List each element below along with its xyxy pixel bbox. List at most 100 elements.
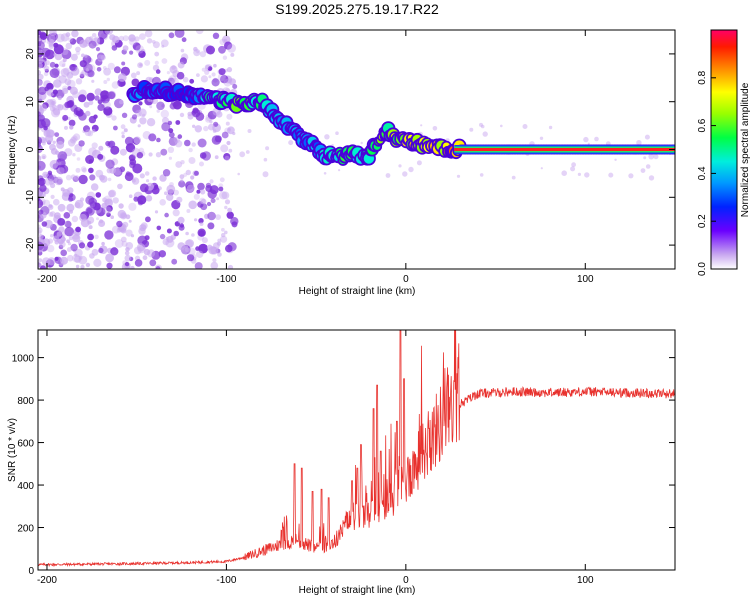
noise-blob: [66, 71, 74, 79]
noise-blob: [121, 131, 125, 135]
noise-blob: [204, 64, 210, 70]
noise-blob: [87, 241, 94, 248]
noise-blob: [69, 125, 74, 130]
noise-blob: [38, 227, 43, 234]
noise-blob: [84, 54, 88, 58]
noise-blob: [86, 92, 95, 102]
noise-blob: [94, 234, 99, 240]
y-tick-label: 200: [17, 524, 34, 535]
noise-blob: [58, 239, 64, 245]
noise-blob: [173, 230, 179, 237]
noise-blob: [155, 69, 161, 74]
noise-blob: [85, 262, 91, 268]
noise-blob: [614, 158, 617, 161]
noise-blob: [71, 135, 78, 142]
noise-blob: [51, 108, 60, 118]
noise-blob: [584, 172, 590, 178]
noise-blob: [83, 125, 90, 133]
noise-blob: [62, 58, 67, 63]
noise-blob: [99, 175, 108, 183]
noise-blob: [180, 160, 185, 165]
noise-blob: [103, 106, 113, 116]
noise-blob: [200, 75, 208, 83]
snr-series-line: [38, 330, 675, 568]
noise-blob: [195, 112, 205, 121]
noise-blob: [134, 36, 140, 42]
noise-blob: [87, 70, 95, 78]
noise-blob: [56, 231, 62, 237]
noise-blob: [193, 49, 201, 57]
noise-blob: [117, 183, 123, 190]
noise-blob: [201, 237, 208, 244]
noise-blob: [116, 220, 123, 228]
noise-blob: [81, 53, 85, 58]
noise-blob: [137, 200, 144, 206]
noise-blob: [49, 211, 56, 217]
noise-blob: [176, 71, 185, 80]
spectrogram-x-label: Height of straight line (km): [299, 286, 416, 297]
noise-blob: [49, 61, 56, 68]
noise-blob: [66, 203, 75, 212]
noise-blob: [38, 62, 43, 69]
noise-blob: [263, 157, 268, 162]
noise-blob: [94, 95, 100, 101]
noise-blob: [38, 144, 43, 154]
snr-frame: [37, 329, 676, 571]
noise-blob: [570, 166, 576, 172]
noise-blob: [648, 153, 655, 160]
x-tick-label: -200: [37, 575, 57, 586]
noise-blob: [265, 146, 270, 151]
noise-blob: [38, 198, 44, 209]
noise-blob: [58, 244, 64, 250]
noise-blob: [38, 262, 42, 267]
noise-blob: [58, 161, 62, 165]
noise-blob: [88, 167, 94, 174]
noise-blob: [119, 99, 124, 105]
noise-blob: [224, 155, 230, 161]
noise-blob: [58, 75, 67, 84]
noise-blob: [65, 32, 71, 38]
noise-blob: [203, 125, 209, 132]
noise-blob: [223, 153, 231, 161]
noise-blob: [121, 134, 125, 139]
noise-blob: [78, 140, 85, 147]
noise-blob: [140, 222, 148, 230]
noise-blob: [179, 112, 185, 118]
noise-blob: [218, 45, 226, 54]
noise-blob: [38, 177, 46, 186]
noise-blob: [67, 187, 74, 194]
noise-blob: [87, 130, 94, 137]
noise-blob: [200, 198, 207, 205]
noise-blob: [162, 169, 171, 177]
noise-blob: [179, 174, 185, 180]
noise-blob: [91, 129, 96, 133]
noise-blob: [160, 148, 168, 156]
noise-blob: [124, 266, 130, 269]
noise-blob: [201, 67, 206, 72]
noise-blob: [145, 195, 153, 202]
noise-blob: [107, 177, 112, 182]
noise-blob: [44, 60, 50, 66]
noise-blob: [208, 75, 212, 79]
noise-blob: [101, 241, 105, 246]
noise-blob: [540, 167, 543, 170]
noise-blob: [385, 173, 391, 178]
noise-blob: [67, 100, 75, 107]
noise-blob: [136, 152, 144, 159]
noise-blob: [188, 200, 197, 210]
noise-blob: [49, 159, 59, 169]
noise-blob: [199, 161, 204, 167]
noise-blob: [201, 151, 211, 161]
noise-blob: [161, 58, 168, 64]
noise-blob: [62, 114, 69, 121]
noise-blob: [194, 262, 203, 269]
noise-blob: [158, 250, 166, 258]
noise-blob: [184, 247, 190, 253]
noise-blob: [93, 258, 102, 267]
noise-blob: [194, 125, 202, 133]
noise-blob: [56, 140, 65, 149]
noise-blob: [142, 113, 146, 118]
noise-blob: [60, 187, 65, 192]
noise-blob: [66, 247, 72, 252]
noise-blob: [216, 197, 220, 201]
